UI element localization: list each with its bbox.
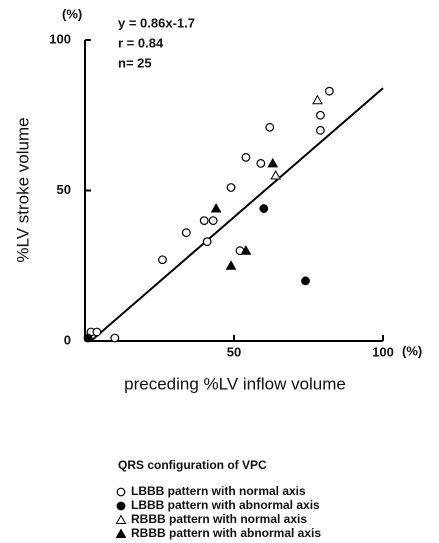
point	[270, 169, 282, 180]
point	[181, 228, 191, 238]
equation: y = 0.86x-1.7	[118, 15, 195, 30]
x-tick-label: 100	[372, 344, 394, 359]
point	[259, 204, 269, 213]
point	[312, 94, 323, 105]
x-axis-label: preceding %LV inflow volume	[124, 374, 346, 393]
point	[265, 122, 275, 132]
point	[267, 157, 279, 168]
legend-marker	[116, 487, 126, 497]
point	[256, 159, 266, 168]
point	[208, 216, 218, 226]
point	[110, 333, 120, 343]
point	[240, 245, 252, 255]
y-tick-label: 0	[64, 332, 71, 347]
legend-label: LBBB pattern with abnormal axis	[131, 498, 320, 512]
point	[241, 152, 251, 162]
point	[210, 203, 222, 213]
point	[199, 216, 209, 226]
point	[158, 255, 167, 265]
point	[202, 237, 212, 247]
legend-marker	[115, 514, 127, 524]
legend-marker	[116, 501, 126, 511]
legend-label: RBBB pattern with normal axis	[131, 512, 307, 526]
y-axis-label: %LV stroke volume	[13, 117, 32, 262]
point	[316, 110, 325, 120]
y-tick-label: 100	[49, 31, 71, 46]
y-unit: (%)	[62, 6, 82, 21]
point	[316, 125, 325, 135]
point	[225, 260, 237, 270]
correlation: r = 0.84	[118, 35, 164, 50]
legend-marker	[115, 528, 127, 538]
legend-title: QRS configuration of VPC	[118, 458, 267, 472]
x-unit: (%)	[402, 343, 422, 358]
point	[324, 86, 334, 96]
point	[92, 327, 102, 337]
point	[226, 183, 236, 192]
legend-label: RBBB pattern with abnormal axis	[131, 526, 321, 540]
point	[301, 276, 310, 286]
y-tick-label: 50	[57, 182, 71, 197]
regression-line	[90, 87, 384, 342]
count: n= 25	[118, 55, 152, 70]
point	[83, 333, 93, 343]
legend-label: LBBB pattern with normal axis	[131, 484, 306, 498]
x-tick-label: 50	[227, 344, 241, 359]
